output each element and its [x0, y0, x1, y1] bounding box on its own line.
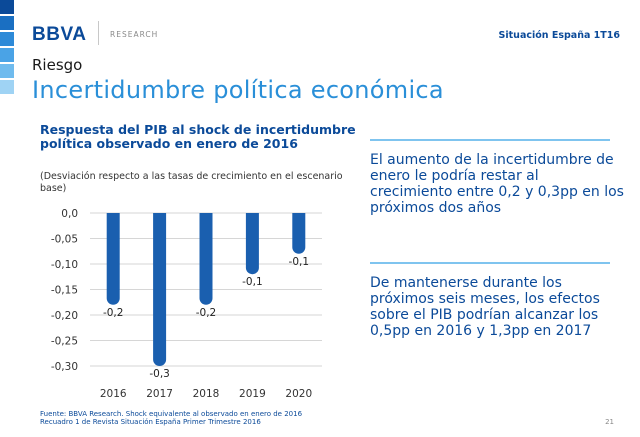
y-tick-label: -0,10	[51, 259, 78, 271]
y-tick-label: -0,30	[51, 361, 78, 373]
data-label: -0,1	[242, 276, 263, 288]
brand-stripe	[0, 48, 14, 62]
divider-rule	[370, 139, 610, 141]
text-block-1: El aumento de la incertidumbre de enero …	[370, 152, 624, 216]
x-tick-label: 2019	[239, 388, 266, 400]
brand-stripe	[0, 16, 14, 30]
bar	[292, 213, 306, 254]
bar-chart: 0,0 -0,05 -0,10 -0,15 -0,20 -0,25 -0,30 -0,2 201…	[51, 208, 322, 400]
brand-stripe	[0, 0, 14, 14]
research-label: RESEARCH	[110, 30, 159, 39]
footer-source: Fuente: BBVA Research. Shock equivalente…	[40, 410, 303, 418]
bar	[106, 213, 120, 305]
chart-title: Respuesta del PIB al shock de incertidum…	[40, 122, 356, 151]
publication-title: Situación España 1T16	[498, 30, 620, 41]
divider-rule	[370, 262, 610, 264]
x-tick-label: 2017	[146, 388, 173, 400]
page-title: Incertidumbre política económica	[32, 76, 444, 104]
logo-divider	[98, 21, 99, 45]
section-label: Riesgo	[32, 56, 83, 74]
y-tick-label: -0,05	[51, 234, 78, 246]
chart-subtitle: (Desviación respecto a las tasas de crec…	[40, 171, 343, 194]
bar	[199, 213, 213, 305]
brand-stripe	[0, 64, 14, 78]
bar	[153, 213, 167, 366]
data-label: -0,2	[196, 307, 217, 319]
page-number: 21	[605, 418, 614, 426]
footer: Fuente: BBVA Research. Shock equivalente…	[40, 410, 302, 426]
x-tick-label: 2018	[193, 388, 220, 400]
y-tick-label: -0,15	[51, 285, 78, 297]
text-block-2: De mantenerse durante los próximos seis …	[370, 275, 600, 339]
data-label: -0,2	[103, 307, 124, 319]
brand-stripe	[0, 80, 14, 94]
data-label: -0,3	[149, 368, 170, 380]
brand-stripe	[0, 32, 14, 46]
bar	[245, 213, 259, 275]
x-tick-label: 2016	[100, 388, 127, 400]
x-tick-label: 2020	[285, 388, 312, 400]
brand-stripes	[0, 0, 14, 96]
footer-note: Recuadro 1 de Revista Situación España P…	[40, 418, 261, 426]
y-tick-label: 0,0	[61, 208, 78, 220]
y-tick-label: -0,25	[51, 336, 78, 348]
y-tick-label: -0,20	[51, 310, 78, 322]
bbva-logo: BBVA	[32, 24, 87, 45]
data-label: -0,1	[289, 256, 310, 268]
